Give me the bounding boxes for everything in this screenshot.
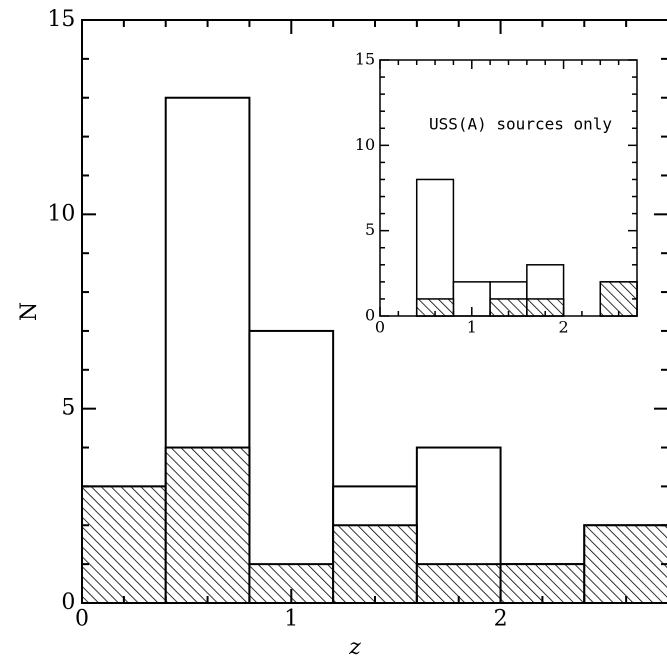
x-tick-label: 1	[467, 318, 477, 337]
x-tick-label: 2	[558, 318, 568, 337]
y-tick-label: 0	[365, 306, 375, 325]
x-tick-label: 0	[75, 607, 89, 632]
y-tick-label: 15	[47, 7, 75, 32]
bar	[248, 329, 335, 604]
hatched-bar	[583, 524, 667, 604]
hatched-bar	[81, 485, 167, 604]
hatched-bar	[164, 446, 251, 604]
x-tick-label: 1	[284, 607, 298, 632]
annotation: USS(A) sources only	[429, 115, 612, 134]
x-tick-label: 0	[375, 318, 385, 337]
y-tick-label: 10	[355, 135, 375, 154]
x-axis-label: z	[348, 635, 361, 660]
y-tick-label: 5	[61, 396, 75, 421]
bar	[415, 178, 455, 317]
y-tick-label: 15	[355, 50, 375, 69]
y-tick-label: 10	[47, 201, 75, 226]
hatched-bar	[332, 524, 418, 604]
y-tick-label: 0	[61, 590, 75, 615]
y-tick-label: 5	[365, 220, 375, 239]
y-axis-label: N	[17, 302, 42, 321]
x-tick-label: 2	[494, 607, 508, 632]
hatched-bar	[599, 281, 638, 317]
